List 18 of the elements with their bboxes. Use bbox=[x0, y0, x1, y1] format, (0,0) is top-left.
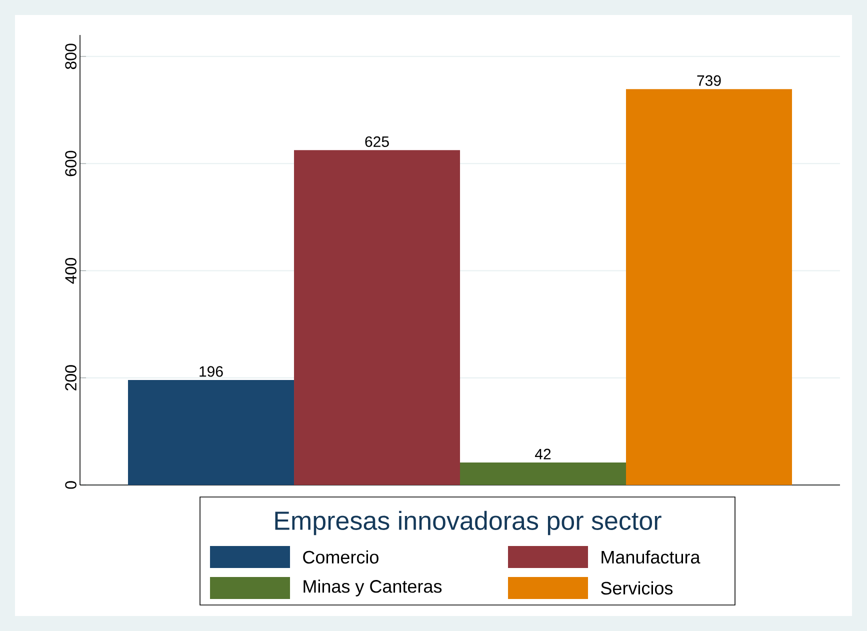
bar bbox=[294, 150, 460, 485]
y-tick-label: 400 bbox=[65, 258, 76, 284]
legend-label: Comercio bbox=[303, 550, 378, 564]
bar bbox=[128, 380, 294, 485]
bar bbox=[626, 89, 792, 485]
legend-label: Minas y Canteras bbox=[304, 580, 442, 596]
y-tick-label: 200 bbox=[65, 365, 76, 390]
legend-title: Empresas innovadoras por sector bbox=[275, 510, 662, 536]
data-label: 739 bbox=[697, 75, 721, 86]
data-label: 625 bbox=[365, 136, 389, 147]
data-label: 42 bbox=[535, 448, 551, 460]
data-label: 196 bbox=[200, 366, 223, 377]
y-tick-label: 800 bbox=[65, 44, 76, 70]
legend-label: Manufactura bbox=[602, 550, 700, 564]
legend-label: Servicios bbox=[601, 581, 673, 595]
bar bbox=[460, 462, 626, 485]
y-tick-label: 0 bbox=[65, 481, 76, 489]
y-tick-label: 600 bbox=[65, 150, 76, 176]
